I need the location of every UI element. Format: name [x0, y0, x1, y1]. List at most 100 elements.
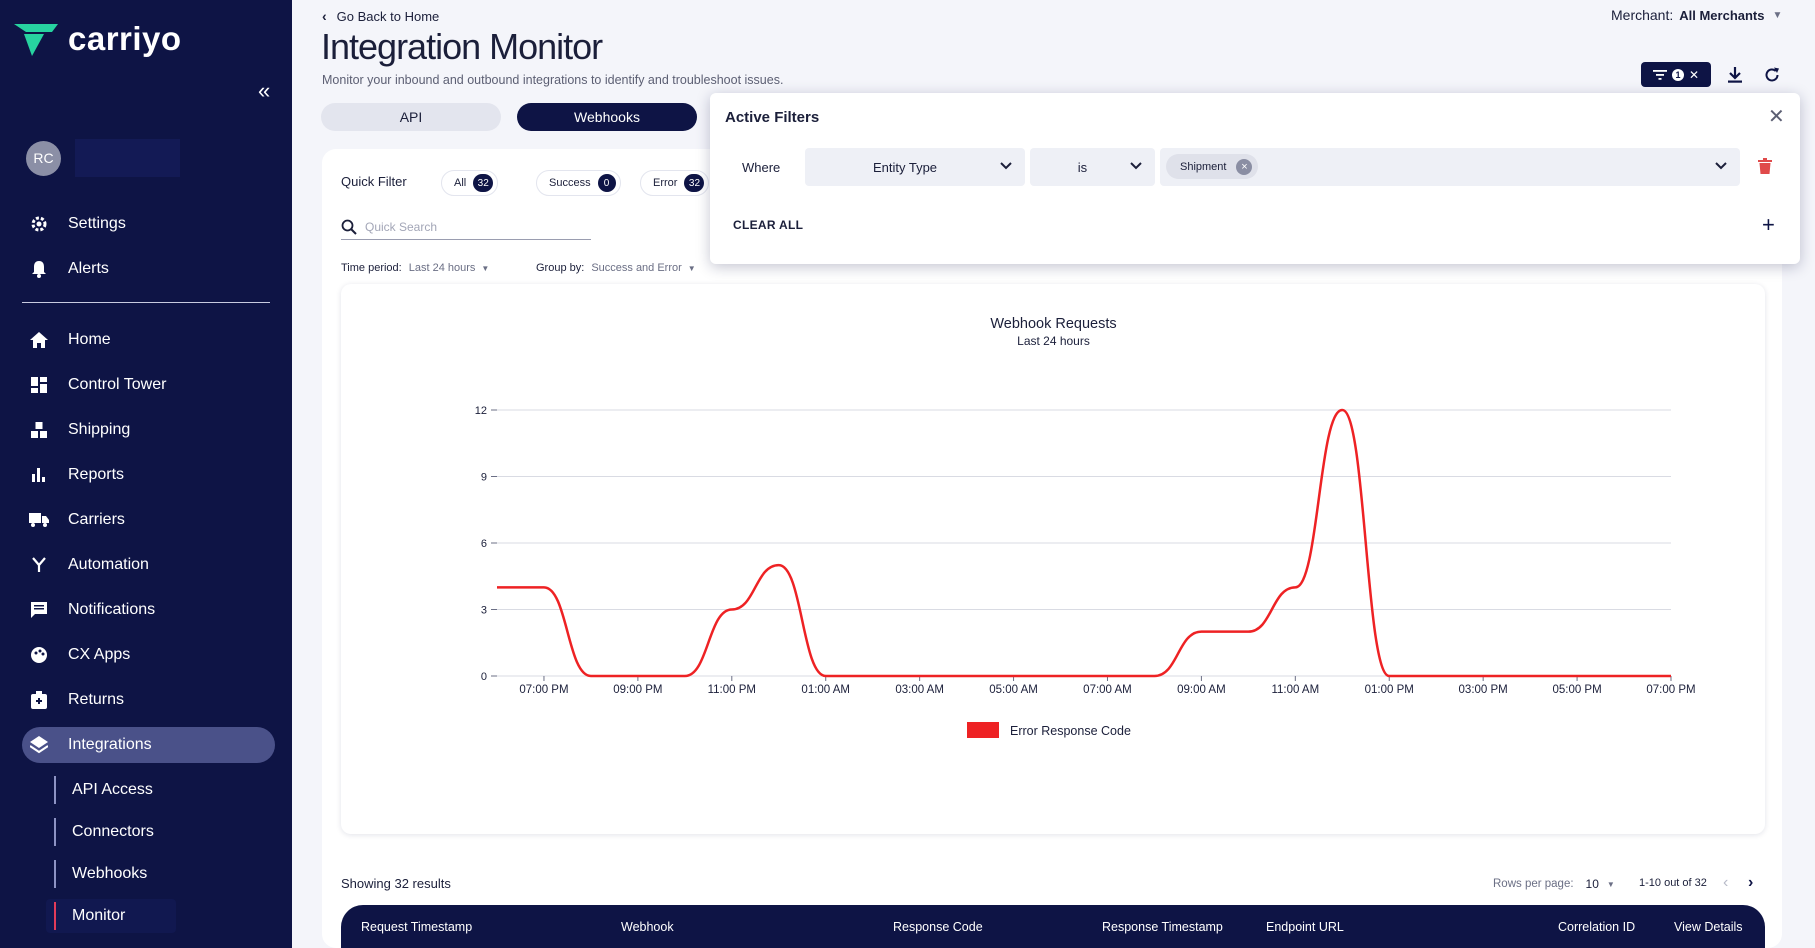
rows-per-page-label: Rows per page:	[1493, 878, 1574, 890]
time-period-selector[interactable]: Time period: Last 24 hours ▼	[341, 262, 489, 274]
rows-per-page-value: 10	[1585, 877, 1599, 891]
return-box-icon	[28, 689, 50, 711]
page-title: Integration Monitor	[321, 26, 603, 67]
column-header[interactable]: Response Code	[893, 920, 983, 934]
sidebar-item-label: Automation	[68, 556, 149, 573]
filter-toggle-button[interactable]: 1 ✕	[1641, 62, 1711, 87]
dashboard-icon	[28, 374, 50, 396]
next-page-icon[interactable]: ›	[1748, 874, 1754, 891]
chip-count: 32	[684, 174, 705, 192]
chip-label: Success	[549, 177, 591, 189]
sidebar-item-label: Carriers	[68, 511, 125, 528]
chart-card	[341, 284, 1765, 834]
delete-filter-icon[interactable]	[1758, 158, 1772, 179]
merchant-selector[interactable]: Merchant: All Merchants ▼	[1611, 7, 1782, 23]
column-header[interactable]: Webhook	[621, 920, 674, 934]
operator-select[interactable]: is	[1030, 148, 1155, 186]
sidebar-subitem-connectors[interactable]: Connectors	[54, 818, 154, 846]
group-by-label: Group by:	[536, 262, 585, 274]
collapse-sidebar-icon[interactable]: «	[258, 78, 271, 103]
sidebar-item-home[interactable]: Home	[22, 322, 275, 358]
chip-label: Error	[653, 177, 678, 189]
column-header[interactable]: Correlation ID	[1558, 920, 1636, 934]
sidebar-item-automation[interactable]: Automation	[22, 547, 275, 583]
sidebar-subitem-label: Webhooks	[72, 865, 148, 882]
field-select-value: Entity Type	[872, 159, 938, 175]
sidebar-item-cx-apps[interactable]: CX Apps	[22, 637, 275, 673]
tab-webhooks[interactable]: Webhooks	[517, 103, 697, 131]
clear-all-button[interactable]: CLEAR ALL	[733, 218, 804, 232]
sidebar-item-label: CX Apps	[68, 646, 131, 663]
sidebar-item-label: Alerts	[68, 260, 109, 277]
download-button[interactable]	[1724, 64, 1746, 86]
sidebar-item-label: Integrations	[68, 736, 152, 753]
sidebar-item-integrations[interactable]: Integrations	[22, 727, 275, 763]
sidebar-item-carriers[interactable]: Carriers	[22, 502, 275, 538]
quick-filter-success[interactable]: Success 0	[536, 170, 621, 196]
layers-icon	[28, 734, 50, 756]
sidebar-subitem-webhooks[interactable]: Webhooks	[54, 860, 147, 888]
quick-search-input[interactable]	[365, 219, 575, 234]
merchant-value: All Merchants	[1679, 7, 1765, 23]
download-icon	[1728, 67, 1742, 83]
results-count: Showing 32 results	[341, 876, 451, 891]
column-header[interactable]: View Details	[1674, 920, 1743, 934]
chart-subtitle: Last 24 hours	[1017, 334, 1090, 348]
chip-count: 0	[597, 174, 616, 192]
gear-icon	[28, 213, 50, 235]
bell-icon	[28, 258, 50, 280]
sidebar-subitem-monitor[interactable]: Monitor	[54, 902, 125, 930]
boxes-icon	[28, 419, 50, 441]
message-icon	[28, 599, 50, 621]
filter-icon	[1652, 69, 1667, 80]
column-header[interactable]: Endpoint URL	[1266, 920, 1344, 934]
sidebar-item-alerts[interactable]: Alerts	[22, 251, 275, 287]
sidebar-item-label: Shipping	[68, 421, 131, 438]
home-icon	[28, 329, 50, 351]
close-icon[interactable]: ✕	[1688, 67, 1700, 82]
chevron-down-icon	[1715, 162, 1727, 170]
sidebar-item-label: Returns	[68, 691, 125, 708]
column-header[interactable]: Response Timestamp	[1102, 920, 1223, 934]
back-to-home-link[interactable]: ‹ Go Back to Home	[322, 8, 439, 24]
add-filter-icon[interactable]: +	[1762, 212, 1775, 237]
page-subtitle: Monitor your inbound and outbound integr…	[322, 73, 784, 87]
refresh-button[interactable]	[1761, 64, 1783, 86]
value-tag-shipment: Shipment ×	[1166, 154, 1259, 179]
tab-api[interactable]: API	[321, 103, 501, 131]
back-link-label: Go Back to Home	[336, 8, 440, 24]
sidebar-item-reports[interactable]: Reports	[22, 457, 275, 493]
sidebar-subitem-label: Connectors	[72, 823, 154, 840]
group-by-selector[interactable]: Group by: Success and Error ▼	[536, 262, 696, 274]
caret-down-icon: ▼	[1772, 9, 1783, 21]
filter-count-badge: 1	[1671, 68, 1684, 81]
sidebar-item-settings[interactable]: Settings	[22, 206, 275, 242]
sidebar-item-label: Home	[68, 331, 111, 348]
sidebar-item-shipping[interactable]: Shipping	[22, 412, 275, 448]
palette-icon	[28, 644, 50, 666]
active-filters-title: Active Filters	[725, 109, 820, 126]
quick-filter-error[interactable]: Error 32	[640, 170, 710, 196]
chevron-down-icon	[1000, 162, 1012, 170]
close-icon[interactable]: ✕	[1768, 106, 1785, 128]
sidebar-item-label: Reports	[68, 466, 125, 483]
chevron-down-icon	[1130, 162, 1142, 170]
sidebar-item-control-tower[interactable]: Control Tower	[22, 367, 275, 403]
quick-filter-all[interactable]: All 32	[441, 170, 499, 196]
sidebar-item-notifications[interactable]: Notifications	[22, 592, 275, 628]
avatar: RC	[26, 140, 61, 176]
rows-per-page-selector[interactable]: Rows per page: 10 ▼	[1493, 877, 1615, 891]
prev-page-icon[interactable]: ‹	[1723, 874, 1729, 891]
column-header[interactable]: Request Timestamp	[361, 920, 473, 934]
field-select[interactable]: Entity Type	[805, 148, 1025, 186]
remove-tag-icon[interactable]: ×	[1236, 158, 1253, 175]
carriyo-logo[interactable]: carriyo	[14, 20, 182, 58]
quick-search-field[interactable]	[341, 214, 591, 240]
sidebar-subitem-api-access[interactable]: API Access	[54, 776, 153, 804]
operator-select-value: is	[1077, 159, 1088, 175]
search-icon	[341, 219, 357, 235]
sidebar-item-returns[interactable]: Returns	[22, 682, 275, 718]
time-period-label: Time period:	[341, 262, 402, 274]
sidebar-subitem-label: Monitor	[72, 907, 126, 924]
user-profile[interactable]: RC	[26, 139, 180, 177]
